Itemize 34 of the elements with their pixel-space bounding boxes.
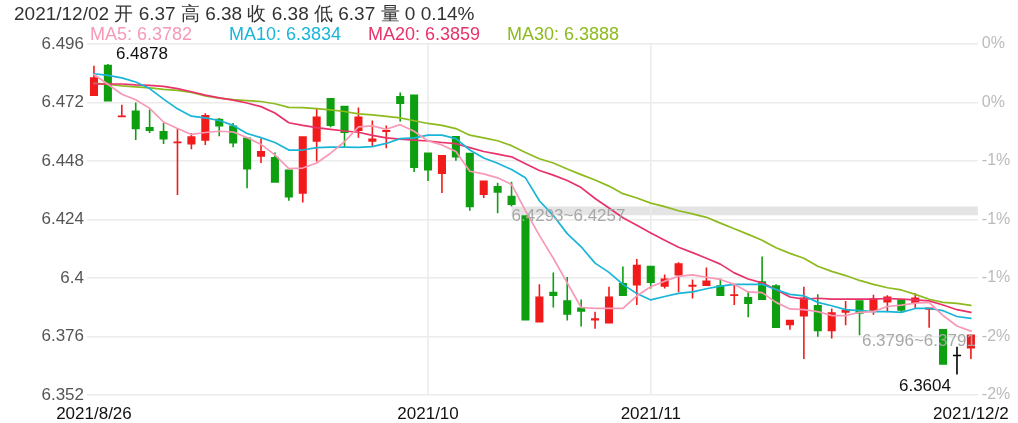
text: MA10: 6.3834 — [229, 24, 342, 44]
candlestick — [117, 104, 126, 118]
y-tick-label: 6.376 — [41, 326, 84, 346]
candlestick — [591, 311, 600, 329]
candlestick — [256, 138, 266, 163]
y-tick-label: 6.496 — [41, 33, 84, 53]
y2-tick-label: -1% — [981, 151, 1011, 169]
candlestick — [563, 277, 572, 321]
text: MA20: 6.3859 — [368, 24, 481, 44]
candlestick — [424, 152, 433, 181]
y-tick-label: 6.352 — [41, 384, 84, 404]
x-tick-label: 2021/10 — [397, 403, 459, 423]
series-label: MA5: 6.3782 — [90, 24, 193, 44]
x-tick-label: 2021/8/26 — [56, 403, 132, 423]
candlestick — [396, 92, 405, 122]
y2-tick-label: -1% — [981, 268, 1011, 286]
annotation: 6.4878 — [115, 44, 168, 64]
y2-tick-label: -2% — [981, 385, 1011, 403]
y2-tick-label: -2% — [981, 326, 1011, 344]
candlestick — [730, 284, 739, 306]
chart-title: 2021/12/02 开 6.37 高 6.38 收 6.38 低 6.37 量 0 0.14% — [14, 3, 475, 25]
x-tick-label: 2021/11 — [620, 403, 681, 423]
y2-tick-label: -1% — [981, 209, 1011, 227]
x-tick-label: 2021/12/2 — [933, 403, 1009, 423]
y-tick-label: 6.472 — [41, 92, 84, 112]
y-tick-label: 6.4 — [60, 267, 84, 287]
y2-tick-label: 0% — [981, 92, 1005, 110]
y-tick-label: 6.424 — [41, 209, 84, 229]
annotation: 6.3604 — [898, 375, 951, 395]
text: MA30: 6.3888 — [507, 24, 620, 44]
y2-tick-label: 0% — [981, 34, 1005, 52]
candlestick — [952, 346, 962, 375]
y-tick-label: 6.448 — [41, 150, 84, 170]
candlestick — [744, 290, 753, 318]
